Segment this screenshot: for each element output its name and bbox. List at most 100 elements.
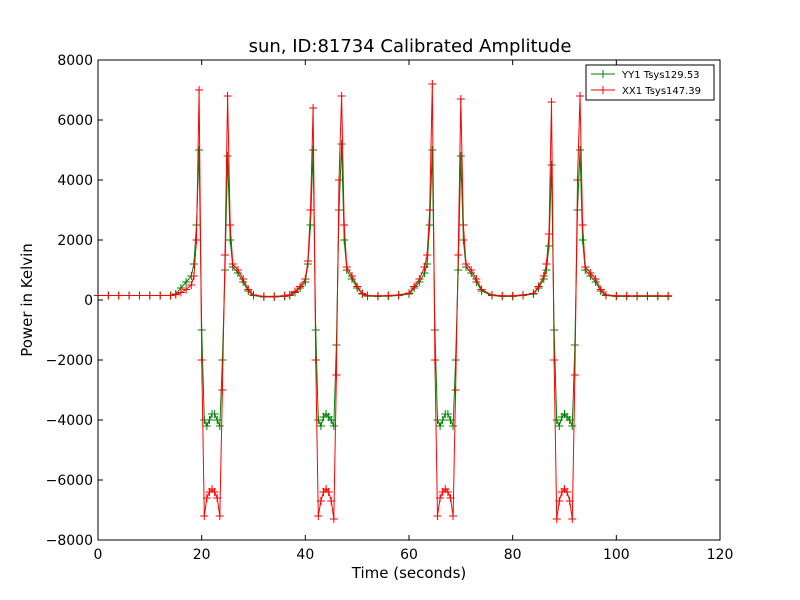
series-0-point — [340, 236, 349, 244]
y-tick-label: 4000 — [57, 173, 93, 189]
series-1-point — [462, 260, 471, 268]
x-tick-label: 60 — [400, 547, 418, 563]
series-1-point — [456, 95, 465, 103]
series-1-point — [280, 291, 289, 300]
legend-marker-yy1 — [599, 70, 607, 78]
series-1-point — [443, 488, 452, 496]
series-1-point — [337, 92, 346, 100]
series-0-point — [576, 146, 585, 154]
series-1-point — [202, 494, 211, 502]
series-1-point — [314, 512, 323, 520]
series-1-point — [384, 291, 393, 300]
y-tick-label: −4000 — [46, 413, 93, 429]
series-1-point — [643, 291, 652, 300]
series-0-point — [213, 416, 222, 424]
series-1-point — [156, 291, 165, 300]
series-1-point — [176, 288, 185, 297]
series-line-0 — [98, 143, 669, 428]
series-line-1 — [98, 83, 669, 520]
y-tick-label: 6000 — [57, 113, 93, 129]
legend-box — [585, 64, 715, 101]
series-1-point — [405, 289, 413, 298]
series-1-point — [311, 356, 320, 364]
series-1-point — [373, 291, 382, 300]
series-0-point — [223, 152, 232, 160]
series-0-point — [438, 416, 447, 424]
series-1-point — [104, 291, 113, 300]
series-1-point — [596, 285, 605, 294]
series-1-point — [563, 488, 572, 496]
series-0-point — [337, 140, 346, 148]
series-1-point — [542, 260, 551, 268]
y-tick-label: −8000 — [46, 533, 93, 549]
series-1-point — [425, 206, 434, 214]
series-1-point — [544, 230, 553, 238]
series-1-point — [316, 497, 325, 505]
axis-ticks: 0 20 40 60 80 100 120 −8000 −6000 −4000 −2000 0 2000… — [46, 53, 734, 563]
series-0-point — [329, 422, 338, 430]
series-0-point — [202, 422, 211, 430]
series-1-point — [135, 291, 144, 300]
series-0-point — [425, 221, 434, 229]
series-1-point — [249, 290, 258, 299]
series-1-point — [358, 289, 367, 298]
series-0-point — [205, 416, 214, 424]
series-1-point — [430, 356, 439, 364]
series-1-point — [226, 221, 235, 229]
series-0-point — [443, 410, 452, 418]
series-1-point — [420, 263, 429, 271]
series-1-point — [306, 206, 315, 214]
series-1-point — [244, 285, 253, 294]
series-1-point — [324, 488, 333, 496]
series-1-point — [576, 92, 585, 100]
series-0-point — [446, 416, 455, 424]
series-1-point — [192, 236, 201, 244]
series-0-point — [428, 146, 437, 154]
series-1-point — [508, 291, 517, 300]
series-0-point — [210, 410, 219, 418]
series-1-point — [552, 515, 561, 523]
series-1-point — [332, 371, 341, 379]
series-0-point — [449, 422, 458, 430]
series-1-point — [612, 291, 621, 300]
series-0-point — [182, 278, 191, 286]
series-1-point — [467, 266, 476, 274]
series-1-point — [285, 290, 294, 299]
series-1-point — [329, 515, 338, 523]
series-1-point — [347, 272, 356, 280]
series-1-point — [591, 275, 600, 283]
series-0-point — [552, 416, 561, 424]
series-0-point — [578, 236, 587, 244]
series-1-point — [125, 291, 134, 300]
series-1-point — [353, 282, 362, 291]
legend-marker-xx1 — [599, 86, 607, 94]
x-axis-label: Time (seconds) — [351, 564, 467, 582]
series-1-point — [539, 272, 548, 280]
series-1-point — [233, 266, 242, 274]
x-tick-label: 100 — [603, 547, 630, 563]
series-1-point — [114, 291, 123, 300]
series-0-point — [316, 422, 325, 430]
series-1-point — [601, 290, 610, 299]
series-1-point — [433, 512, 442, 520]
series-1-point — [410, 282, 419, 291]
chart-title: sun, ID:81734 Calibrated Amplitude — [249, 36, 572, 57]
series-1-point — [446, 494, 455, 502]
series-1-point — [223, 92, 232, 100]
series-1-point — [472, 275, 481, 283]
x-tick-label: 0 — [94, 547, 103, 563]
series-1-point — [303, 257, 312, 265]
series-1-point — [394, 290, 403, 299]
series-1-point — [498, 291, 507, 300]
series-1-point — [459, 221, 468, 229]
series-1-point — [487, 290, 496, 299]
series-1-point — [568, 515, 577, 523]
series-1-point — [581, 263, 590, 271]
series-1-point — [228, 260, 237, 268]
series-1-point — [565, 497, 574, 505]
series-0-point — [226, 236, 235, 244]
series-1-point — [210, 488, 219, 496]
series-1-point — [363, 291, 372, 300]
x-tick-label: 40 — [296, 547, 314, 563]
